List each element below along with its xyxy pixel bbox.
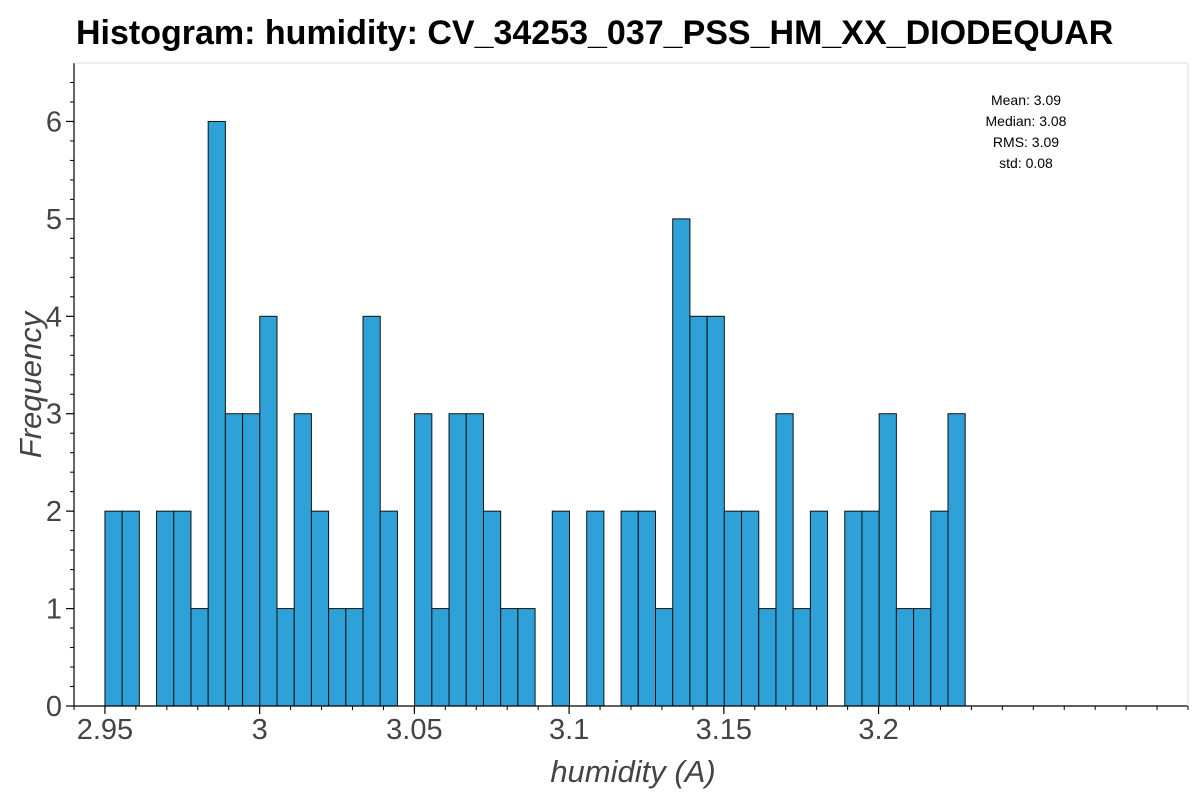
histogram-bar bbox=[809, 510, 829, 707]
x-tick-label: 3.1 bbox=[549, 714, 589, 746]
histogram-bar bbox=[190, 608, 209, 707]
histogram-bar bbox=[947, 413, 966, 707]
histogram-bar bbox=[431, 608, 450, 707]
y-tick-label: 3 bbox=[46, 399, 62, 431]
x-tick-label: 3.15 bbox=[696, 714, 752, 746]
histogram-bar bbox=[758, 608, 777, 707]
histogram-bar bbox=[173, 510, 192, 707]
histogram-bar bbox=[551, 510, 570, 707]
histogram-bar bbox=[379, 510, 398, 707]
histogram-bar bbox=[895, 608, 915, 707]
histogram-bar bbox=[362, 315, 381, 707]
histogram-bar bbox=[465, 413, 484, 707]
x-tick-label: 2.95 bbox=[77, 714, 133, 746]
histogram-bar bbox=[517, 608, 536, 707]
histogram-bar bbox=[293, 413, 312, 707]
histogram-bar bbox=[482, 510, 502, 707]
histogram-bar bbox=[655, 608, 674, 707]
x-tick-label: 3.05 bbox=[386, 714, 442, 746]
histogram-bar bbox=[878, 413, 897, 707]
histogram-bar bbox=[259, 315, 278, 707]
histogram-bar bbox=[792, 608, 811, 707]
y-axis-label: Frequency bbox=[13, 309, 48, 458]
histogram-bar bbox=[620, 510, 639, 707]
x-tick-label: 3.2 bbox=[858, 714, 898, 746]
histogram-bar bbox=[448, 413, 467, 707]
bars-group bbox=[104, 120, 966, 707]
stats-box: Mean: 3.09 Median: 3.08 RMS: 3.09 std: 0.08 bbox=[986, 92, 1067, 171]
histogram-bar bbox=[706, 315, 725, 707]
y-tick-label: 6 bbox=[46, 106, 62, 138]
histogram-bar bbox=[328, 608, 347, 707]
ticks-group: 0 1 2 3 4 5 6 2.95 3 3.05 3.1 3.15 3.2 bbox=[46, 81, 1189, 746]
stats-line: RMS: 3.09 bbox=[993, 134, 1059, 150]
histogram-bar bbox=[207, 120, 226, 707]
y-tick-label: 2 bbox=[46, 496, 62, 528]
chart-title: Histogram: humidity: CV_34253_037_PSS_HM… bbox=[76, 14, 1114, 52]
histogram-bar bbox=[672, 218, 691, 707]
histogram-bar bbox=[586, 510, 605, 707]
histogram-bar bbox=[741, 510, 760, 707]
histogram-bar bbox=[844, 510, 863, 707]
x-axis-label: humidity (A) bbox=[550, 754, 715, 789]
histogram-bar bbox=[723, 510, 743, 707]
histogram-bar bbox=[414, 413, 433, 707]
y-tick-label: 5 bbox=[46, 204, 62, 236]
histogram-bar bbox=[121, 510, 140, 707]
histogram-bar bbox=[637, 510, 657, 707]
histogram-bar bbox=[242, 413, 261, 707]
stats-line: Mean: 3.09 bbox=[991, 92, 1061, 108]
histogram-bar bbox=[500, 608, 519, 707]
stats-line: Median: 3.08 bbox=[986, 113, 1067, 129]
histogram-bar bbox=[930, 510, 949, 707]
histogram-bar bbox=[861, 510, 880, 707]
y-tick-label: 4 bbox=[46, 301, 62, 333]
histogram-bar bbox=[310, 510, 330, 707]
stats-line: std: 0.08 bbox=[999, 155, 1053, 171]
histogram-bar bbox=[104, 510, 123, 707]
histogram-bar bbox=[775, 413, 794, 707]
y-tick-label: 0 bbox=[46, 691, 62, 723]
y-tick-label: 1 bbox=[46, 594, 62, 626]
histogram-bar bbox=[156, 510, 175, 707]
histogram-bar bbox=[689, 315, 708, 707]
histogram-bar bbox=[224, 413, 244, 707]
histogram-bar bbox=[913, 608, 932, 707]
histogram-bar bbox=[345, 608, 364, 707]
histogram-bar bbox=[276, 608, 295, 707]
x-tick-label: 3 bbox=[252, 714, 268, 746]
